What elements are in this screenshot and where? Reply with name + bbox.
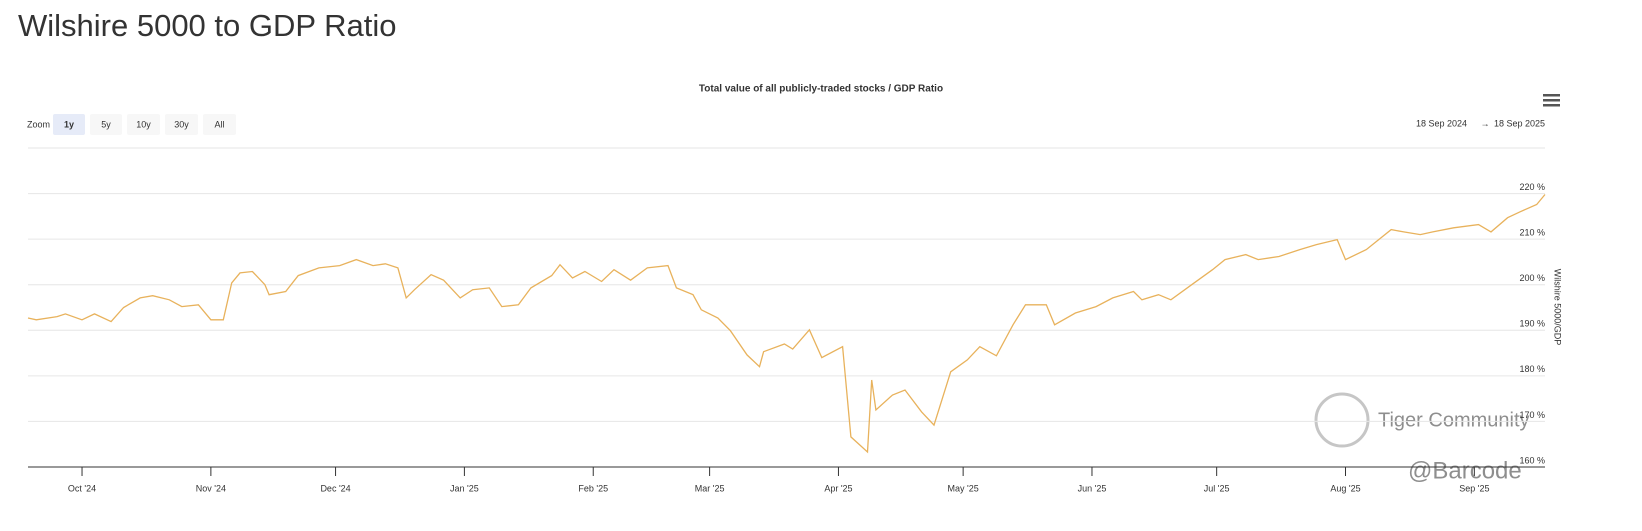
watermark-text: @Barcode bbox=[1408, 457, 1522, 484]
y-tick-label: 190 % bbox=[1519, 319, 1545, 329]
data-line bbox=[27, 194, 1546, 454]
x-tick-label: Aug '25 bbox=[1330, 483, 1360, 493]
y-axis-title: Wilshire 5000/GDP bbox=[1553, 269, 1563, 346]
zoom-label: Zoom bbox=[27, 119, 50, 129]
x-tick-label: Jun '25 bbox=[1078, 483, 1107, 493]
watermark-text: Tiger Community bbox=[1378, 409, 1530, 431]
x-tick-label: Dec '24 bbox=[320, 483, 350, 493]
x-tick-label: Oct '24 bbox=[68, 483, 96, 493]
y-tick-label: 200 % bbox=[1519, 273, 1545, 283]
zoom-button[interactable] bbox=[90, 114, 122, 135]
y-tick-label: 180 % bbox=[1519, 364, 1545, 374]
zoom-button-label[interactable]: 5y bbox=[101, 119, 111, 129]
x-tick-label: May '25 bbox=[948, 483, 979, 493]
zoom-button[interactable] bbox=[53, 114, 85, 135]
range-arrow: → bbox=[1481, 118, 1490, 128]
x-tick-label: Jan '25 bbox=[450, 483, 479, 493]
watermark: Tiger Community @Barcode bbox=[1314, 392, 1530, 484]
x-tick-label: Nov '24 bbox=[196, 483, 226, 493]
x-tick-label: Sep '25 bbox=[1459, 483, 1489, 493]
zoom-button-label[interactable]: 30y bbox=[174, 119, 189, 129]
range-to[interactable]: 18 Sep 2025 bbox=[1494, 118, 1545, 128]
y-tick-label: 170 % bbox=[1519, 410, 1545, 420]
menu-icon[interactable] bbox=[1543, 94, 1560, 107]
zoom-button[interactable] bbox=[127, 114, 160, 135]
y-tick-label: 220 % bbox=[1519, 182, 1545, 192]
y-tick-label: 160 % bbox=[1519, 455, 1545, 465]
zoom-button-label[interactable]: 10y bbox=[136, 119, 151, 129]
y-tick-label: 210 % bbox=[1519, 228, 1545, 238]
x-tick-label: Apr '25 bbox=[824, 483, 852, 493]
zoom-button-label[interactable]: All bbox=[214, 119, 224, 129]
zoom-button-label[interactable]: 1y bbox=[64, 119, 74, 129]
range-from[interactable]: 18 Sep 2024 bbox=[1416, 118, 1467, 128]
x-tick-label: Jul '25 bbox=[1204, 483, 1230, 493]
chart-title: Total value of all publicly-traded stock… bbox=[699, 84, 943, 95]
zoom-button[interactable] bbox=[203, 114, 236, 135]
page-title: Wilshire 5000 to GDP Ratio bbox=[18, 8, 396, 43]
x-tick-label: Feb '25 bbox=[578, 483, 608, 493]
zoom-button[interactable] bbox=[165, 114, 198, 135]
x-tick-label: Mar '25 bbox=[695, 483, 725, 493]
